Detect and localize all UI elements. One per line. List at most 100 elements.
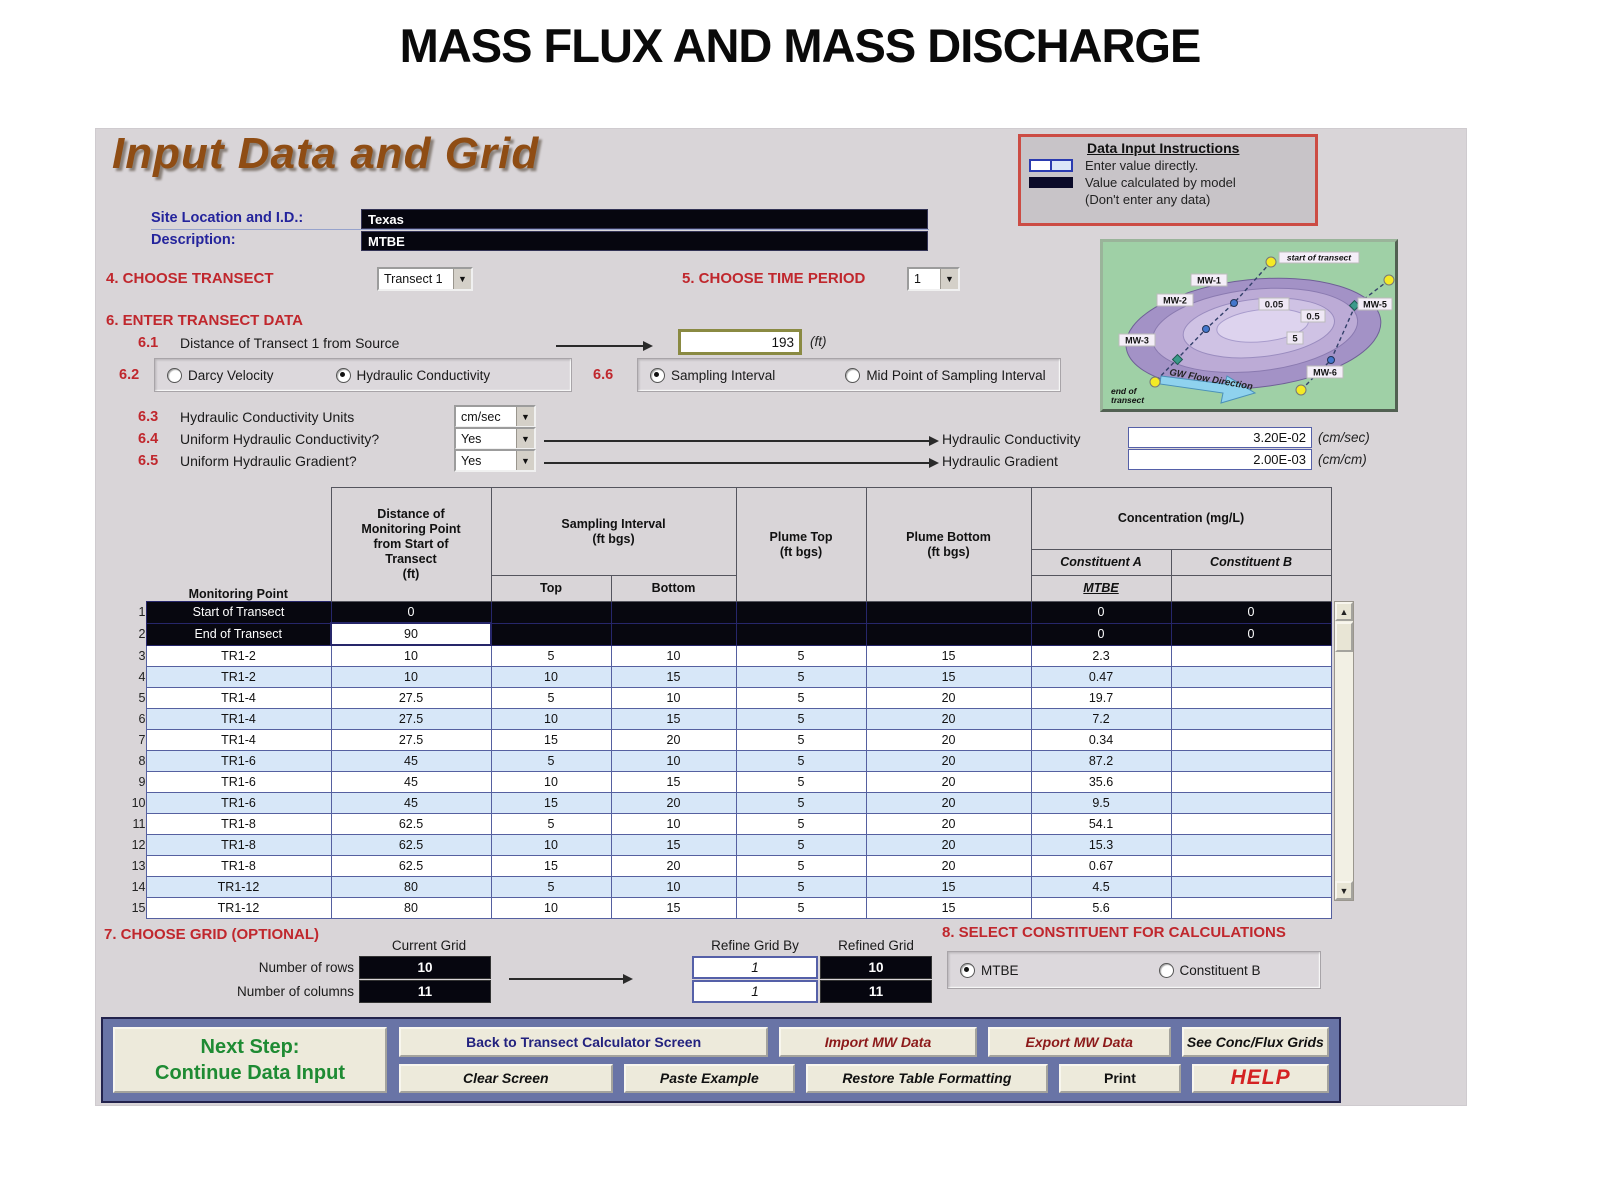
plume-top-cell[interactable]: 5 (735, 855, 867, 877)
plume-top-cell[interactable]: 5 (735, 666, 867, 688)
concentration-a-cell[interactable]: 0.67 (1030, 855, 1172, 877)
sampling-bottom-cell[interactable]: 10 (610, 687, 737, 709)
plume-top-cell[interactable]: 5 (735, 897, 867, 919)
plume-top-cell[interactable] (735, 622, 867, 646)
concentration-b-cell[interactable] (1170, 729, 1332, 751)
continue-data-input-button[interactable]: Next Step: Continue Data Input (113, 1027, 387, 1093)
concentration-a-cell[interactable]: 0.47 (1030, 666, 1172, 688)
plume-top-cell[interactable]: 5 (735, 771, 867, 793)
distance-cell[interactable]: 62.5 (330, 834, 492, 856)
plume-bottom-cell[interactable]: 20 (865, 750, 1032, 772)
hydraulic-conductivity-radio[interactable]: Hydraulic Conductivity (335, 367, 490, 383)
distance-cell[interactable]: 62.5 (330, 813, 492, 835)
concentration-b-cell[interactable] (1170, 666, 1332, 688)
distance-cell[interactable]: 27.5 (330, 687, 492, 709)
see-conc-flux-grids-button[interactable]: See Conc/Flux Grids (1181, 1027, 1329, 1057)
concentration-b-cell[interactable] (1170, 855, 1332, 877)
plume-bottom-cell[interactable]: 15 (865, 897, 1032, 919)
concentration-b-cell[interactable]: 0 (1170, 622, 1332, 646)
sampling-top-cell[interactable] (490, 601, 612, 624)
scrollbar-thumb[interactable] (1335, 622, 1353, 652)
sampling-top-cell[interactable]: 15 (490, 729, 612, 751)
concentration-b-cell[interactable] (1170, 644, 1332, 667)
plume-top-cell[interactable]: 5 (735, 876, 867, 898)
plume-bottom-cell[interactable]: 20 (865, 687, 1032, 709)
chevron-down-icon[interactable]: ▼ (453, 269, 471, 289)
sampling-bottom-cell[interactable]: 20 (610, 729, 737, 751)
plume-bottom-cell[interactable]: 15 (865, 876, 1032, 898)
sampling-top-cell[interactable]: 15 (490, 855, 612, 877)
chevron-down-icon[interactable]: ▼ (516, 429, 534, 448)
radio-checked-icon[interactable] (650, 367, 665, 383)
help-button[interactable]: HELP (1192, 1063, 1329, 1093)
concentration-a-cell[interactable]: 0 (1030, 622, 1172, 646)
plume-bottom-cell[interactable]: 20 (865, 729, 1032, 751)
description-field[interactable]: MTBE (361, 231, 928, 251)
monitoring-point-cell[interactable]: TR1-6 (145, 771, 332, 793)
plume-top-cell[interactable]: 5 (735, 708, 867, 730)
restore-table-formatting-button[interactable]: Restore Table Formatting (806, 1063, 1048, 1093)
clear-screen-button[interactable]: Clear Screen (399, 1063, 613, 1093)
monitoring-point-cell[interactable]: TR1-6 (145, 750, 332, 772)
import-mw-data-button[interactable]: Import MW Data (779, 1027, 977, 1057)
sampling-interval-radio[interactable]: Sampling Interval (650, 367, 775, 383)
concentration-a-cell[interactable]: 54.1 (1030, 813, 1172, 835)
distance-cell[interactable]: 62.5 (330, 855, 492, 877)
sampling-bottom-cell[interactable]: 10 (610, 750, 737, 772)
concentration-b-cell[interactable] (1170, 897, 1332, 919)
sampling-top-cell[interactable]: 5 (490, 644, 612, 667)
plume-top-cell[interactable]: 5 (735, 750, 867, 772)
mtbe-radio[interactable]: MTBE (960, 962, 1019, 978)
concentration-a-cell[interactable]: 15.3 (1030, 834, 1172, 856)
constituent-b-radio[interactable]: Constituent B (1158, 962, 1261, 978)
sampling-top-cell[interactable]: 10 (490, 834, 612, 856)
concentration-a-cell[interactable]: 9.5 (1030, 792, 1172, 814)
plume-bottom-cell[interactable] (865, 601, 1032, 624)
monitoring-point-cell[interactable]: TR1-4 (145, 729, 332, 751)
sampling-top-cell[interactable]: 5 (490, 876, 612, 898)
concentration-a-cell[interactable]: 87.2 (1030, 750, 1172, 772)
plume-top-cell[interactable]: 5 (735, 644, 867, 667)
plume-bottom-cell[interactable]: 20 (865, 855, 1032, 877)
conductivity-units-select[interactable]: cm/sec ▼ (454, 405, 536, 428)
distance-cell[interactable]: 10 (330, 644, 492, 667)
refine-cols-input[interactable]: 1 (692, 980, 818, 1003)
monitoring-point-cell[interactable]: TR1-2 (145, 666, 332, 688)
distance-from-source-input[interactable]: 193 (678, 329, 802, 355)
concentration-a-cell[interactable]: 5.6 (1030, 897, 1172, 919)
monitoring-point-cell[interactable]: TR1-8 (145, 855, 332, 877)
radio-icon[interactable] (845, 367, 861, 383)
monitoring-point-cell[interactable]: TR1-2 (145, 644, 332, 667)
monitoring-point-cell[interactable]: TR1-8 (145, 834, 332, 856)
sampling-bottom-cell[interactable]: 15 (610, 771, 737, 793)
concentration-a-cell[interactable]: 35.6 (1030, 771, 1172, 793)
concentration-a-cell[interactable]: 2.3 (1030, 644, 1172, 667)
darcy-velocity-radio[interactable]: Darcy Velocity (167, 367, 274, 383)
monitoring-point-cell[interactable]: TR1-6 (145, 792, 332, 814)
plume-bottom-cell[interactable]: 15 (865, 644, 1032, 667)
monitoring-point-cell[interactable]: TR1-12 (145, 897, 332, 919)
uniform-conductivity-select[interactable]: Yes ▼ (454, 427, 536, 450)
sampling-top-cell[interactable]: 10 (490, 771, 612, 793)
distance-cell[interactable]: 27.5 (330, 729, 492, 751)
concentration-b-cell[interactable] (1170, 834, 1332, 856)
radio-checked-icon[interactable] (960, 962, 975, 978)
concentration-b-cell[interactable] (1170, 771, 1332, 793)
plume-top-cell[interactable]: 5 (735, 792, 867, 814)
midpoint-radio[interactable]: Mid Point of Sampling Interval (845, 367, 1046, 383)
sampling-bottom-cell[interactable]: 20 (610, 855, 737, 877)
plume-bottom-cell[interactable]: 20 (865, 834, 1032, 856)
uniform-gradient-select[interactable]: Yes ▼ (454, 449, 536, 472)
site-id-field[interactable]: Texas (361, 209, 928, 229)
distance-cell[interactable]: 80 (330, 876, 492, 898)
concentration-b-cell[interactable]: 0 (1170, 601, 1332, 624)
concentration-a-cell[interactable]: 19.7 (1030, 687, 1172, 709)
plume-bottom-cell[interactable]: 20 (865, 813, 1032, 835)
distance-cell[interactable]: 45 (330, 771, 492, 793)
sampling-bottom-cell[interactable]: 10 (610, 644, 737, 667)
sampling-top-cell[interactable]: 5 (490, 687, 612, 709)
table-scrollbar[interactable]: ▲ ▼ (1334, 601, 1354, 901)
plume-bottom-cell[interactable]: 20 (865, 792, 1032, 814)
concentration-b-cell[interactable] (1170, 813, 1332, 835)
concentration-b-cell[interactable] (1170, 792, 1332, 814)
